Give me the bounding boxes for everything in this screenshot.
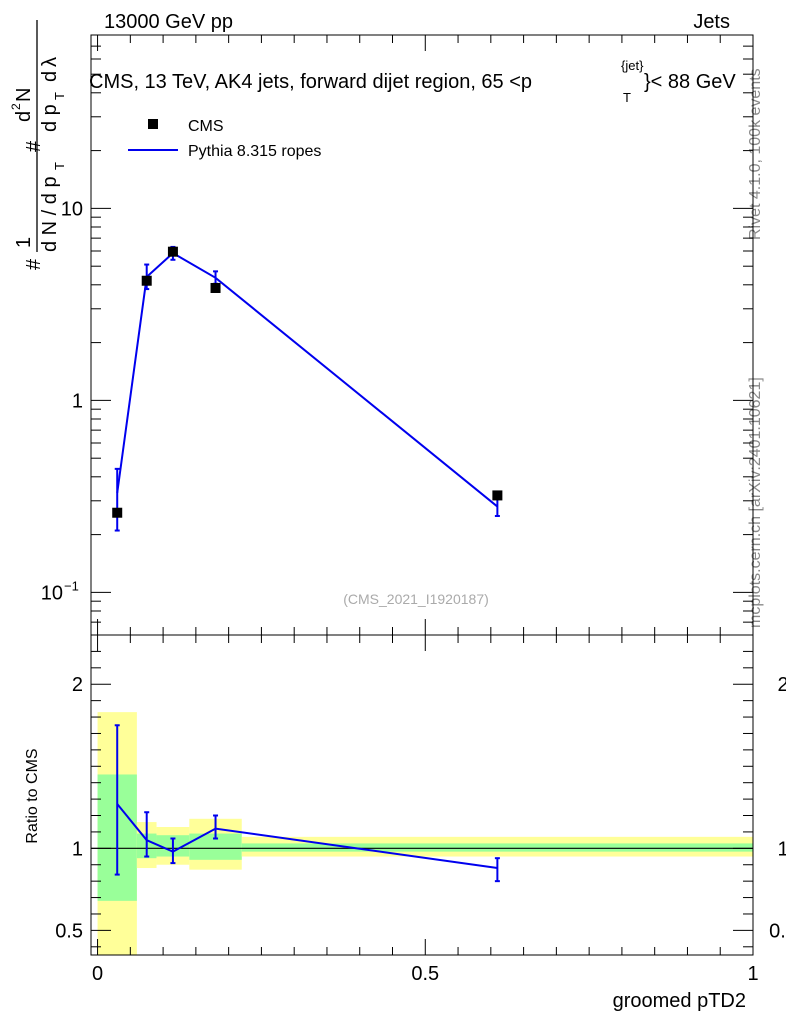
plot-title-superscript: {jet} xyxy=(621,58,644,73)
ratio-y-tick-label-left: 2 xyxy=(72,674,83,696)
legend-label-cms: CMS xyxy=(188,118,224,135)
svg-text:T: T xyxy=(52,162,67,170)
header-right: Jets xyxy=(693,11,730,33)
ratio-y-tick-label-right: 0.5 xyxy=(769,920,786,942)
ratio-y-tick-label-left: 0.5 xyxy=(55,920,83,942)
data-point xyxy=(210,282,221,293)
svg-text:N: N xyxy=(13,88,35,102)
data-point xyxy=(112,507,123,518)
svg-text:d: d xyxy=(13,111,35,122)
side-label-bottom: mcplots.cern.ch [arXiv:2401.10621] xyxy=(747,377,764,628)
main-y-tick-label: 10 xyxy=(61,198,83,220)
plot-title-main: CMS, 13 TeV, AK4 jets, forward dijet reg… xyxy=(89,71,532,93)
plot-title: CMS, 13 TeV, AK4 jets, forward dijet reg… xyxy=(89,58,736,105)
ratio-bands xyxy=(91,712,753,955)
ratio-ticks: 0.5 0.5 1 1 2 2 0 0.5 1 xyxy=(55,635,786,985)
legend-marker-cms xyxy=(148,119,158,129)
svg-text:#: # xyxy=(23,140,45,152)
ratio-y-tick-label-right: 2 xyxy=(777,674,786,696)
x-tick-label: 0.5 xyxy=(411,963,439,985)
ratio-series xyxy=(114,724,500,883)
x-axis-label: groomed pTD2 xyxy=(613,990,746,1012)
ratio-plot-frame xyxy=(90,634,754,956)
plot-title-end: }< 88 GeV xyxy=(644,71,736,93)
ratio-y-tick-label-left: 1 xyxy=(72,838,83,860)
data-point xyxy=(167,246,178,257)
side-label-top: Rivet 4.1.0, 100k events xyxy=(747,68,764,240)
legend: CMS Pythia 8.315 ropes xyxy=(128,118,321,160)
reference-label: (CMS_2021_I1920187) xyxy=(343,591,489,607)
header-left: 13000 GeV pp xyxy=(104,11,233,33)
x-tick-label: 1 xyxy=(747,963,758,985)
plot-title-subscript: T xyxy=(623,90,631,105)
main-y-axis-label: # 1 d N / d p T # d 2 N d p T d λ xyxy=(9,20,67,270)
main-y-tick-label-exponent: −1 xyxy=(64,578,79,593)
legend-label-pythia: Pythia 8.315 ropes xyxy=(188,143,321,160)
ratio-y-axis-label: Ratio to CMS xyxy=(24,748,41,843)
svg-text:d: d xyxy=(39,71,61,82)
ratio-y-tick-label-right: 1 xyxy=(777,838,786,860)
svg-text:T: T xyxy=(52,92,67,100)
data-point xyxy=(141,275,152,286)
data-point xyxy=(492,490,503,501)
main-y-tick-label: 10 xyxy=(41,582,63,604)
svg-text:d p: d p xyxy=(39,104,61,132)
svg-text:1: 1 xyxy=(13,237,35,248)
ratio-band-inner xyxy=(241,843,753,852)
x-tick-label: 0 xyxy=(92,963,103,985)
main-series xyxy=(112,245,503,532)
svg-text:d N / d p: d N / d p xyxy=(39,176,61,252)
svg-text:λ: λ xyxy=(39,57,61,67)
svg-text:2: 2 xyxy=(9,103,23,110)
model-line xyxy=(116,251,499,508)
svg-text:#: # xyxy=(23,258,45,270)
main-y-tick-label: 1 xyxy=(72,390,83,412)
